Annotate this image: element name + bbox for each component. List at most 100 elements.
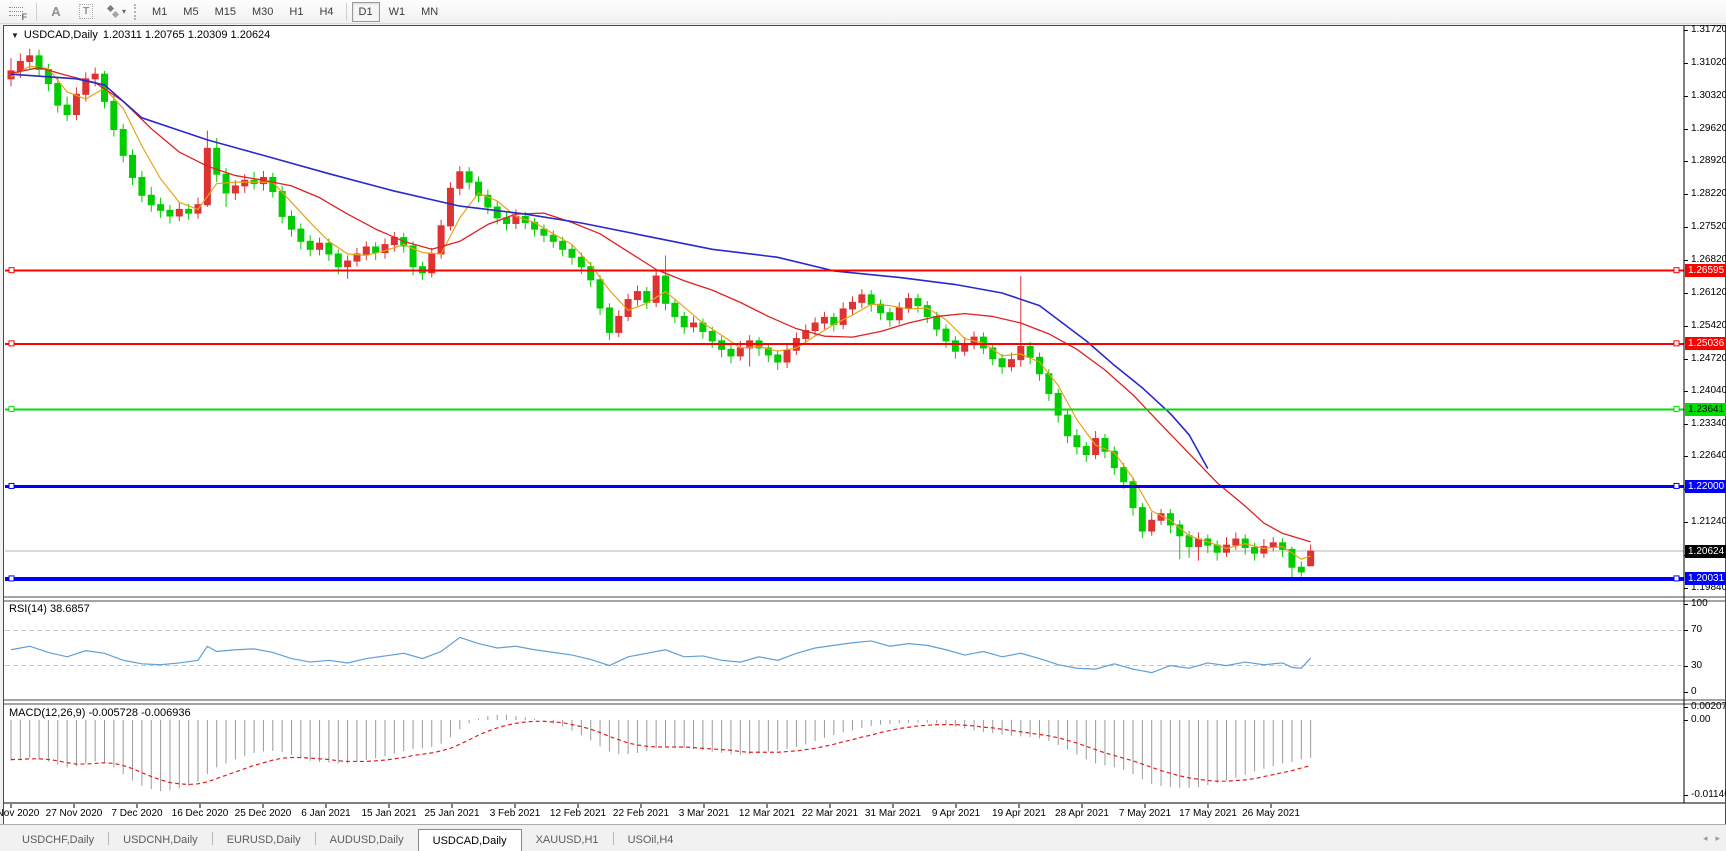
horizontal-line-1.23641[interactable]	[5, 405, 1684, 412]
price-axis-tick	[1684, 128, 1688, 130]
rsi-axis-tick-label: 70	[1691, 624, 1703, 636]
macd-pane	[10, 714, 1312, 792]
tab-usoil-h4[interactable]: USOil,H4	[627, 834, 674, 846]
chart-window: ▼ USDCAD,Daily 1.20311 1.20765 1.20309 1…	[0, 24, 1726, 825]
tab-scroll-arrows: ◂ ▸	[1703, 833, 1720, 844]
date-axis-label: 12 Feb 2021	[549, 808, 607, 819]
timeframe-button-d1[interactable]: D1	[351, 1, 380, 22]
price-axis-tick-label: 1.25420	[1691, 319, 1726, 331]
tab-usdcad-daily[interactable]: USDCAD,Daily	[417, 829, 522, 851]
text-tool-button[interactable]: A	[41, 1, 71, 23]
tab-separator	[211, 832, 213, 845]
toolbar-drag-handle[interactable]	[134, 3, 139, 20]
tab-usdcnh-daily[interactable]: USDCNH,Daily	[123, 834, 198, 846]
rsi-axis-tick	[1684, 665, 1688, 667]
price-axis-tick-label: 1.26820	[1691, 254, 1726, 266]
tab-eurusd-daily[interactable]: EURUSD,Daily	[226, 834, 301, 846]
price-axis-tick	[1684, 194, 1688, 196]
arrow-objects-icon	[106, 4, 120, 19]
tab-scroll-left-icon[interactable]: ◂	[1702, 833, 1708, 843]
tab-separator	[612, 832, 614, 845]
macd-axis-tick-label: 0.00	[1691, 714, 1711, 725]
price-axis-tick	[1684, 325, 1688, 327]
date-axis-label: 9 Apr 2021	[931, 808, 981, 819]
candlesticks	[7, 48, 1315, 579]
arrow-objects-dropdown-button[interactable]: ▾	[101, 1, 131, 23]
chart-title: ▼ USDCAD,Daily 1.20311 1.20765 1.20309 1…	[11, 29, 270, 41]
price-axis-tick	[1684, 522, 1688, 524]
timeframe-button-h1[interactable]: H1	[289, 5, 304, 18]
rsi-axis-tick	[1684, 604, 1688, 605]
timeframe-button-m15[interactable]: M15	[214, 5, 236, 18]
horizontal-line-1.26595[interactable]	[5, 267, 1684, 274]
macd-axis-tick	[1684, 795, 1688, 797]
price-axis-tick-label: 1.29620	[1691, 122, 1726, 134]
price-axis-tick-label: 1.27520	[1691, 221, 1726, 233]
date-axis-label: 7 Dec 2020	[111, 808, 163, 819]
macd-axis-tick	[1684, 720, 1688, 721]
price-axis-tick	[1684, 62, 1688, 64]
chart-collapse-arrow-icon[interactable]: ▼	[11, 30, 19, 40]
price-axis-tick	[1684, 292, 1688, 294]
macd-axis-tick-label: 0.002074	[1691, 701, 1726, 712]
hline-price-label-1.23641: 1.23641	[1685, 402, 1726, 416]
text-label-icon: T	[78, 4, 94, 19]
macd-axis-tick	[1684, 707, 1688, 708]
date-axis-label: 25 Dec 2020	[234, 808, 292, 819]
price-axis-tick	[1684, 161, 1688, 163]
hline-price-label-1.26595: 1.26595	[1685, 264, 1726, 278]
text-tool-icon: A	[51, 4, 61, 19]
tab-separator	[108, 832, 110, 845]
hline-price-label-1.25036: 1.25036	[1685, 337, 1726, 351]
price-axis-tick-label: 1.22640	[1691, 450, 1726, 462]
rsi-indicator-label: RSI(14) 38.6857	[9, 603, 90, 615]
chart-symbol-label: USDCAD,Daily	[23, 29, 98, 41]
horizontal-line-1.22000[interactable]	[5, 482, 1684, 489]
date-axis-label: 12 Mar 2021	[738, 808, 796, 819]
tab-xauusd-h1[interactable]: XAUUSD,H1	[535, 834, 599, 846]
price-axis-tick	[1684, 390, 1688, 392]
chart-canvas[interactable]	[4, 26, 1725, 824]
toolbar-separator	[345, 2, 347, 21]
tab-usdchf-daily[interactable]: USDCHF,Daily	[22, 834, 95, 846]
timeframe-button-m5[interactable]: M5	[183, 5, 199, 18]
chevron-down-icon: ▾	[122, 7, 127, 16]
price-axis-tick-label: 1.28220	[1691, 188, 1726, 200]
date-axis-label: 22 Mar 2021	[801, 808, 859, 819]
horizontal-line-1.20031[interactable]	[5, 575, 1684, 582]
timeframe-button-group: M1 M5 M15 M30 H1 H4 D1 W1 MN	[144, 1, 446, 22]
price-axis-tick-label: 1.24040	[1691, 384, 1726, 396]
rsi-axis-tick-label: 0	[1691, 686, 1697, 697]
fibonacci-grid-tool-button[interactable]: F	[2, 1, 32, 23]
date-axis-label: 22 Feb 2021	[612, 808, 670, 819]
text-label-tool-button[interactable]: T	[71, 1, 101, 23]
tab-scroll-right-icon[interactable]: ▸	[1715, 833, 1720, 843]
price-axis-tick-label: 1.24720	[1691, 352, 1726, 364]
price-axis-tick-label: 1.31020	[1691, 56, 1726, 68]
tab-audusd-daily[interactable]: AUDUSD,Daily	[329, 834, 404, 846]
date-axis-label: 27 Nov 2020	[45, 808, 103, 819]
timeframe-button-mn[interactable]: MN	[421, 5, 439, 18]
toolbar-separator	[36, 2, 37, 21]
price-axis-tick	[1684, 423, 1688, 425]
date-axis-label: 3 Feb 2021	[489, 808, 541, 819]
date-axis-label: 18 Nov 2020	[0, 808, 40, 819]
ma-fast-line	[10, 65, 1311, 560]
price-axis-tick	[1684, 260, 1688, 262]
timeframe-button-h4[interactable]: H4	[319, 5, 334, 18]
date-axis-label: 25 Jan 2021	[424, 808, 480, 819]
timeframe-button-m1[interactable]: M1	[152, 5, 168, 18]
price-axis-tick	[1684, 95, 1688, 97]
current-price-label: 1.20624	[1685, 544, 1726, 558]
date-axis-label: 19 Apr 2021	[992, 808, 1046, 819]
price-axis-tick	[1684, 587, 1688, 589]
timeframe-button-m30[interactable]: M30	[251, 5, 274, 18]
horizontal-line-1.25036[interactable]	[5, 340, 1684, 347]
pane-borders	[4, 26, 1725, 808]
chart-tabs: USDCHF,Daily USDCNH,Daily EURUSD,Daily AUDU…	[8, 829, 687, 851]
chart-ohlc-values: 1.20311 1.20765 1.20309 1.20624	[102, 29, 271, 41]
date-axis-label: 3 Mar 2021	[678, 808, 730, 819]
timeframe-button-w1[interactable]: W1	[388, 5, 406, 18]
date-axis-label: 15 Jan 2021	[361, 808, 417, 819]
